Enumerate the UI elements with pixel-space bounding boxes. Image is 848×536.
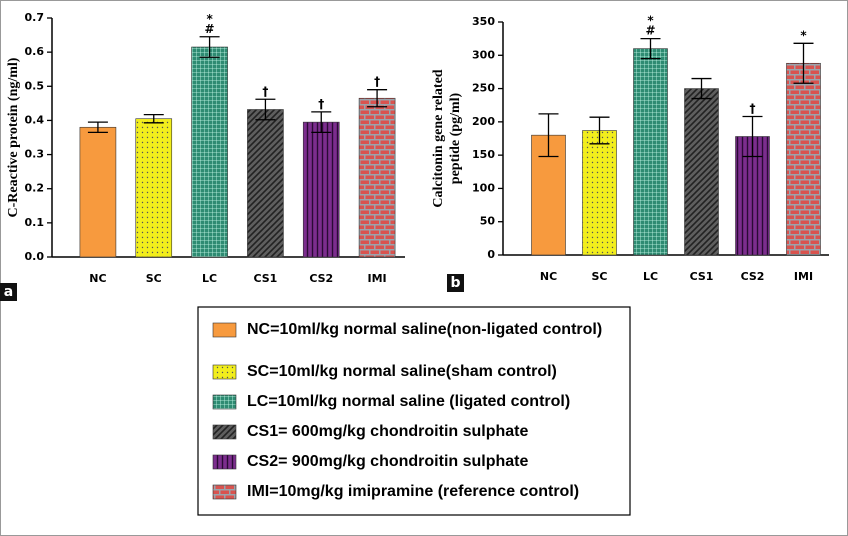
y-tick-label: 50 — [480, 215, 496, 228]
y-tick-label: 0 — [487, 248, 495, 261]
error-bar — [255, 98, 276, 121]
bar — [79, 126, 117, 258]
legend-label: IMI=10mg/kg imipramine (reference contro… — [247, 483, 579, 500]
y-tick-label: 150 — [472, 148, 495, 161]
x-tick-label: CS2 — [741, 270, 765, 283]
panel-label-box — [0, 283, 17, 301]
legend-swatch — [212, 424, 237, 440]
y-tick-label: 0.4 — [25, 113, 45, 126]
y-tick-label: 200 — [472, 115, 495, 128]
bar — [786, 62, 821, 256]
y-axis-label: Calcitonin gene related — [431, 69, 446, 207]
x-tick-label: NC — [89, 272, 106, 285]
panel-label: b — [450, 275, 460, 291]
y-tick-label: 100 — [472, 181, 495, 194]
legend-label: CS1= 600mg/kg chondroitin sulphate — [247, 423, 528, 440]
y-tick-label: 350 — [472, 15, 495, 28]
legend-swatch — [212, 454, 237, 470]
y-tick-label: 0.6 — [25, 45, 45, 58]
significance-marker: * — [206, 12, 213, 26]
legend-swatch — [212, 394, 237, 410]
x-tick-label: IMI — [368, 272, 387, 285]
y-tick-label: 0.3 — [25, 148, 45, 161]
bar — [191, 46, 228, 258]
y-axis-label: peptide (pg/ml) — [448, 92, 463, 184]
y-tick-label: 0.7 — [25, 11, 45, 24]
x-tick-label: CS2 — [309, 272, 333, 285]
error-bar — [691, 77, 712, 100]
significance-marker: * — [800, 28, 807, 42]
legend-label: NC=10ml/kg normal saline(non-ligated con… — [247, 321, 602, 338]
panel-label: a — [4, 284, 13, 300]
y-tick-label: 0.1 — [25, 216, 45, 229]
bar — [247, 109, 284, 258]
error-bar — [311, 111, 332, 134]
x-tick-label: IMI — [794, 270, 813, 283]
legend-box — [197, 306, 631, 516]
x-tick-label: NC — [540, 270, 557, 283]
bar — [135, 118, 173, 258]
error-bar — [367, 89, 388, 108]
error-bar — [143, 113, 164, 124]
x-tick-label: SC — [146, 272, 162, 285]
bar — [358, 97, 396, 258]
significance-marker: † — [318, 97, 324, 111]
error-bar — [538, 113, 559, 158]
x-tick-label: SC — [592, 270, 608, 283]
significance-marker: † — [374, 75, 380, 89]
y-tick-label: 250 — [472, 82, 495, 95]
bar — [582, 130, 617, 256]
significance-marker: † — [262, 84, 268, 98]
error-bar — [793, 42, 814, 84]
bar — [302, 121, 340, 258]
legend-label: LC=10ml/kg normal saline (ligated contro… — [247, 393, 570, 410]
legend-label: SC=10ml/kg normal saline(sham control) — [247, 363, 557, 380]
error-bar — [640, 37, 661, 60]
error-bar — [199, 36, 220, 58]
significance-marker: † — [750, 102, 756, 116]
y-tick-label: 300 — [472, 48, 495, 61]
y-tick-label: 0.5 — [25, 79, 45, 92]
legend-swatch — [212, 484, 237, 500]
y-tick-label: 0.0 — [25, 250, 45, 263]
bar — [633, 48, 668, 256]
y-axis-label: C-Reactive protein (ng/ml) — [6, 57, 21, 217]
panel-label-box — [447, 274, 464, 292]
x-tick-label: LC — [643, 270, 658, 283]
x-tick-label: CS1 — [690, 270, 714, 283]
x-tick-label: LC — [202, 272, 217, 285]
error-bar — [87, 121, 108, 134]
significance-marker: * — [647, 14, 654, 28]
significance-marker: # — [205, 22, 215, 36]
error-bar — [589, 116, 610, 145]
y-tick-label: 0.2 — [25, 182, 45, 195]
significance-marker: # — [645, 24, 655, 38]
legend-label: CS2= 900mg/kg chondroitin sulphate — [247, 453, 528, 470]
legend-swatch — [212, 364, 237, 380]
x-tick-label: CS1 — [253, 272, 277, 285]
bar — [684, 88, 719, 256]
error-bar — [742, 115, 763, 158]
legend-swatch — [212, 322, 237, 338]
